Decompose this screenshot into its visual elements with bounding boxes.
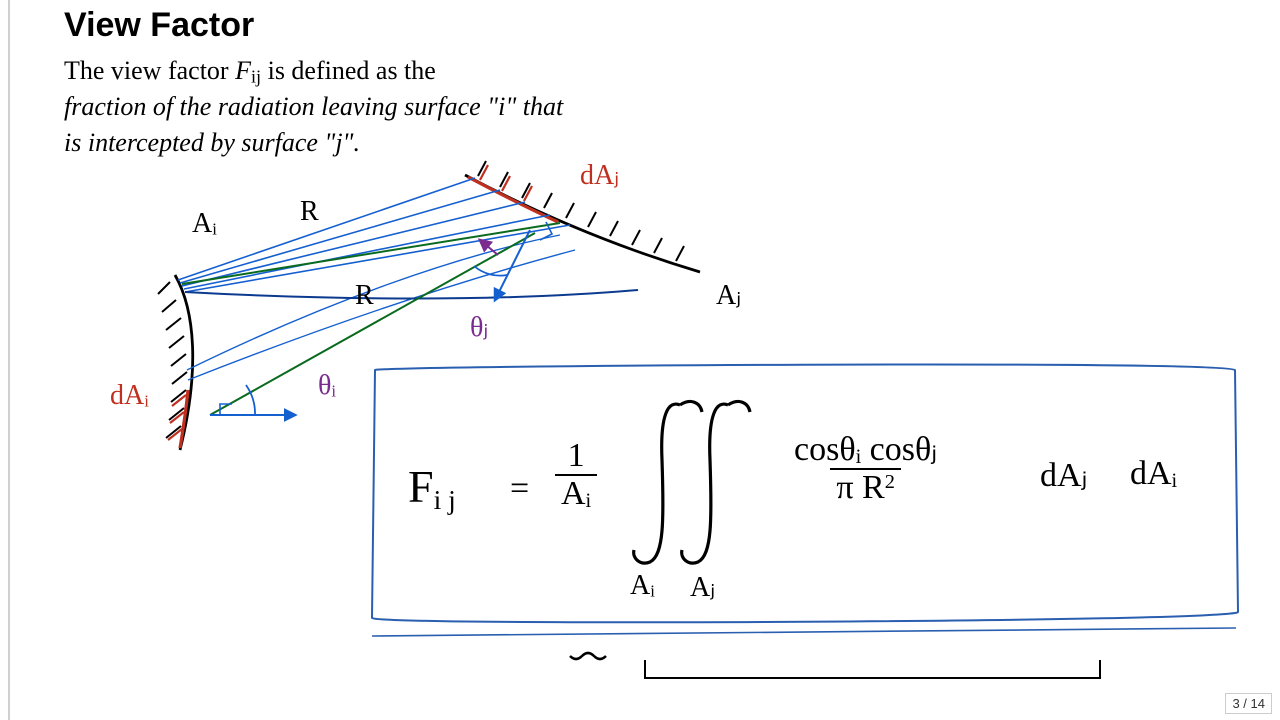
label-theta-j: θⱼ [470,310,488,344]
eq-F: Fi j [408,460,456,516]
eq-R-sup: 2 [885,471,895,493]
eq-main-frac: cosθᵢ cosθⱼ π R2 [790,432,941,505]
diagram-svg [0,0,1280,720]
eq-dAj: dAⱼ [1040,455,1088,495]
label-theta-i: θᵢ [318,370,336,402]
eq-R: R [862,469,885,506]
eq-int-limit-Aj: Aⱼ [690,570,715,604]
eq-dAi: dAᵢ [1130,455,1177,493]
eq-num: cosθᵢ cosθⱼ [790,432,941,468]
eq-F-sub: i j [434,484,456,515]
label-Aj: Aⱼ [716,278,741,312]
eq-frac-1-over-Ai: 1 Aᵢ [555,438,597,511]
eq-pi: π [836,469,853,506]
page-counter: 3 / 14 [1225,693,1272,714]
eq-Ai-den: Aᵢ [555,474,597,512]
label-R-lower: R [355,280,374,312]
slide-page: View Factor The view factor Fij is defin… [0,0,1280,720]
eq-F-sym: F [408,461,434,512]
label-Ai: Aᵢ [192,208,217,240]
eq-one: 1 [564,438,589,474]
label-R-upper: R [300,196,319,228]
label-dAj: dAⱼ [580,158,619,192]
eq-equals: = [510,470,529,508]
label-dAi: dAᵢ [110,380,149,412]
eq-int-limit-Ai: Aᵢ [630,570,655,602]
